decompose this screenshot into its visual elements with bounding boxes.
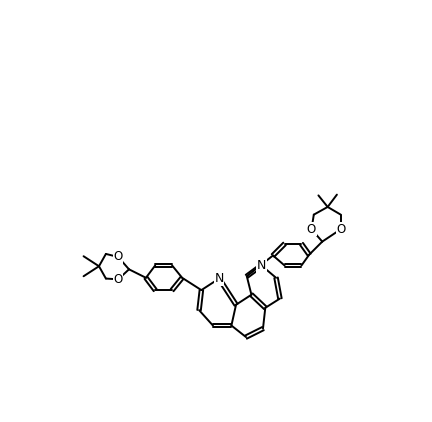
Text: O: O	[336, 223, 345, 236]
Text: N: N	[214, 272, 224, 285]
Text: O: O	[114, 251, 123, 263]
Text: N: N	[257, 259, 266, 272]
Text: O: O	[114, 273, 123, 286]
Text: O: O	[307, 223, 316, 236]
